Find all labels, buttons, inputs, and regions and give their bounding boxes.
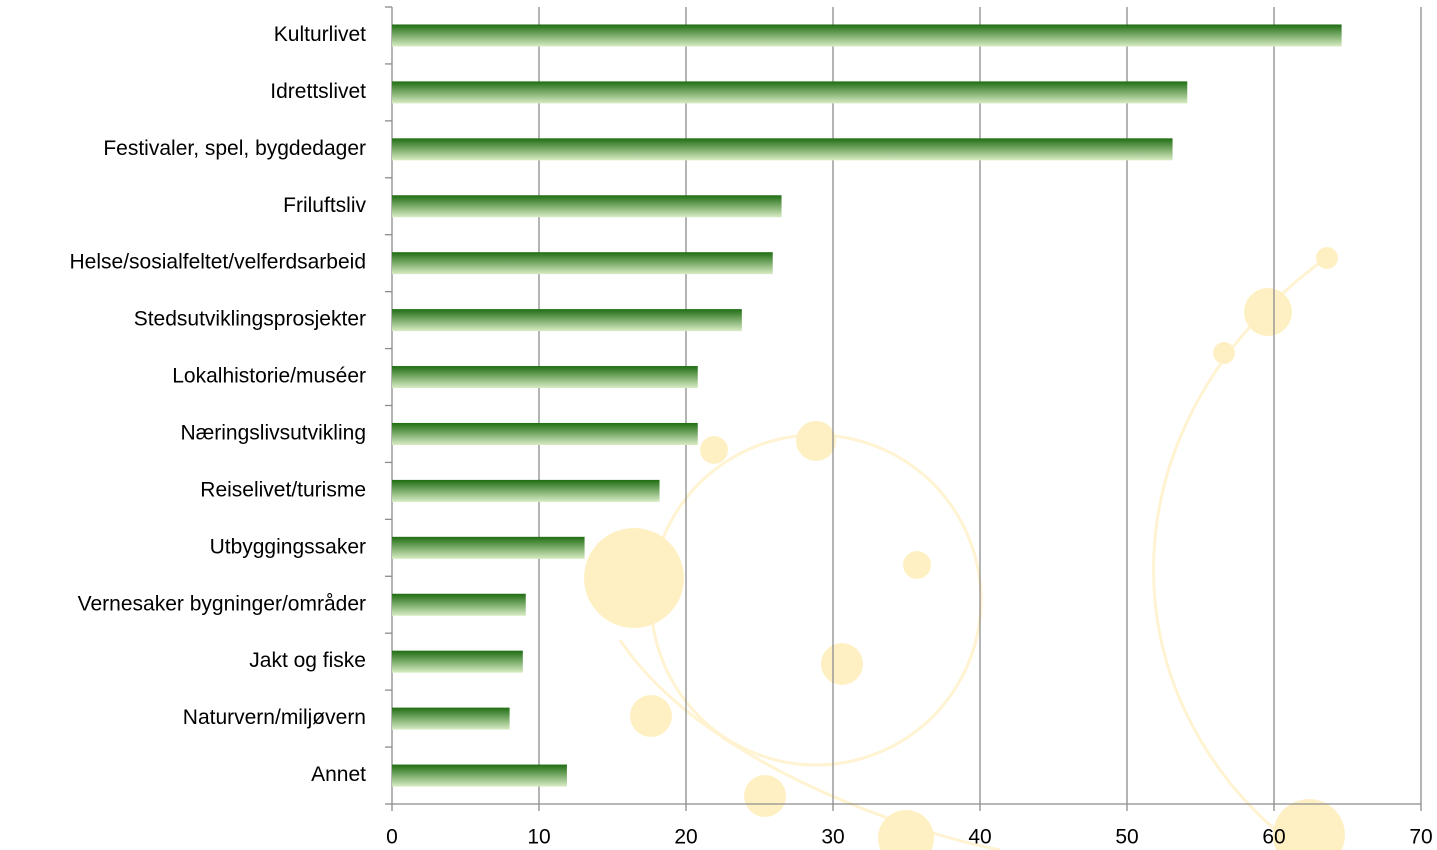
bar	[392, 81, 1188, 104]
x-tick-label: 10	[527, 826, 550, 849]
bar	[392, 479, 660, 502]
x-tick-label: 20	[674, 826, 697, 849]
bar	[392, 138, 1173, 161]
bar	[392, 24, 1342, 47]
y-tick-label: Idrettslivet	[270, 80, 366, 103]
x-tick-label: 60	[1262, 826, 1285, 849]
y-tick-label: Jakt og fiske	[249, 649, 366, 672]
y-tick-label: Helse/sosialfeltet/velferdsarbeid	[70, 251, 366, 274]
x-tick-label: 40	[968, 826, 991, 849]
bar	[392, 252, 773, 275]
bar	[392, 309, 742, 332]
y-tick-label: Festivaler, spel, bygdedager	[103, 137, 366, 160]
y-tick-label: Naturvern/miljøvern	[183, 706, 366, 729]
y-tick-label: Friluftsliv	[283, 194, 366, 217]
y-tick-label: Vernesaker bygninger/områder	[78, 592, 366, 615]
x-tick-label: 30	[821, 826, 844, 849]
bar	[392, 195, 782, 218]
bar	[392, 707, 510, 730]
x-tick-label: 70	[1409, 826, 1432, 849]
x-tick-label: 50	[1115, 826, 1138, 849]
bar	[392, 593, 526, 616]
bar	[392, 422, 698, 445]
bar	[392, 764, 567, 787]
x-tick-label: 0	[386, 826, 398, 849]
bar	[392, 366, 698, 389]
y-tick-label: Annet	[311, 763, 366, 786]
y-tick-label: Stedsutviklingsprosjekter	[134, 308, 366, 331]
y-tick-label: Reiselivet/turisme	[200, 478, 366, 501]
y-tick-label: Kulturlivet	[274, 23, 366, 46]
y-tick-label: Lokalhistorie/muséer	[172, 365, 366, 388]
y-tick-label: Næringslivsutvikling	[180, 422, 366, 445]
bar	[392, 650, 523, 673]
background-decoration	[584, 247, 1345, 850]
bar	[392, 536, 585, 559]
y-tick-label: Utbyggingssaker	[210, 535, 366, 558]
